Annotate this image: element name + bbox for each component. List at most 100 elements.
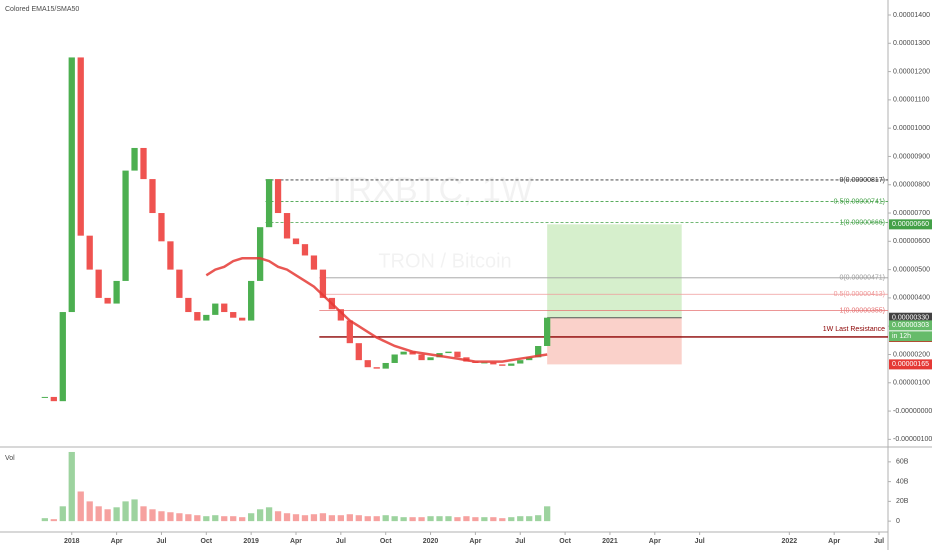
volume-bar xyxy=(113,507,120,522)
candle-body xyxy=(274,179,282,214)
candle-body xyxy=(373,367,380,369)
fib-level-label: 1(0.00000666) xyxy=(839,219,885,226)
candle-body xyxy=(68,57,75,313)
y-tick-label: 0.00001300 xyxy=(893,40,930,47)
x-tick-label: 2018 xyxy=(64,538,80,545)
candle-body xyxy=(256,227,264,281)
volume-bar xyxy=(445,516,452,522)
candle-body xyxy=(355,343,362,361)
x-tick-label: 2019 xyxy=(243,538,259,545)
y-tick-label: 0.00001100 xyxy=(893,97,930,104)
x-tick-label: Oct xyxy=(559,538,571,545)
candle-body xyxy=(77,57,84,236)
watermark-sub: TRON / Bitcoin xyxy=(378,250,511,272)
candle-body xyxy=(149,179,156,214)
candle-body xyxy=(508,363,515,366)
volume-bar xyxy=(292,514,300,522)
countdown-label: in 12h xyxy=(892,333,911,340)
x-tick-label: Apr xyxy=(469,538,481,545)
volume-bar xyxy=(463,516,470,522)
volume-bar xyxy=(373,516,380,522)
volume-bar xyxy=(346,514,353,522)
volume-bar xyxy=(418,517,425,522)
x-tick-label: Apr xyxy=(111,538,123,545)
x-tick-label: Jul xyxy=(515,538,525,545)
volume-bar xyxy=(409,517,416,522)
volume-bar xyxy=(337,515,344,522)
candle-body xyxy=(41,396,48,398)
candle-body xyxy=(337,309,344,321)
loss-zone xyxy=(547,317,682,365)
candle-body xyxy=(382,362,389,369)
volume-bar xyxy=(400,517,407,522)
candle-body xyxy=(59,312,66,402)
candle-body xyxy=(400,351,407,355)
y-tick-label: 0.00001000 xyxy=(893,125,930,132)
y-tick-label: 0.00000700 xyxy=(893,210,930,217)
y-tick-label: 0.00000400 xyxy=(893,295,930,302)
candle-body xyxy=(122,170,129,281)
price-tag xyxy=(889,219,932,230)
volume-bar xyxy=(203,516,210,522)
indicator-title: Colored EMA15/SMA50 xyxy=(5,6,79,13)
volume-bar xyxy=(239,517,246,522)
y-tick-label: 0.00000900 xyxy=(893,153,930,160)
candle-body xyxy=(230,312,237,318)
volume-tick-label: 40B xyxy=(896,478,909,485)
volume-bar xyxy=(454,517,461,522)
volume-bar xyxy=(535,515,542,522)
candle-body xyxy=(212,303,219,315)
volume-bar xyxy=(544,506,551,522)
fib-level-label: 1(0.00000355) xyxy=(839,307,885,314)
volume-bar xyxy=(221,516,228,522)
x-tick-label: 2022 xyxy=(782,538,798,545)
candle-body xyxy=(454,351,461,358)
volume-bar xyxy=(104,509,111,522)
y-tick-label: 0.00000100 xyxy=(893,380,930,387)
candle-body xyxy=(95,269,102,298)
volume-bar xyxy=(50,519,57,522)
volume-bar xyxy=(526,516,533,522)
price-tag xyxy=(889,312,932,323)
candle-body xyxy=(158,213,165,242)
candle-body xyxy=(364,360,371,368)
x-tick-label: Apr xyxy=(649,538,661,545)
volume-tick-label: 20B xyxy=(896,498,909,505)
candle-body xyxy=(310,255,318,270)
candle-body xyxy=(481,362,488,364)
candle-body xyxy=(131,147,138,171)
candle-body xyxy=(544,317,551,347)
candle-body xyxy=(221,303,228,313)
volume-bar xyxy=(140,506,147,522)
candle-body xyxy=(248,280,255,321)
volume-bar xyxy=(158,511,165,522)
candle-body xyxy=(194,312,201,321)
volume-bar xyxy=(517,516,524,522)
candle-body xyxy=(104,297,111,304)
volume-bar xyxy=(59,506,66,522)
volume-bar xyxy=(490,517,497,522)
volume-bar xyxy=(364,516,371,522)
volume-bar xyxy=(68,451,75,522)
volume-bar xyxy=(256,509,264,522)
candle-body xyxy=(203,314,210,321)
fib-level-label: 0(0.00000471) xyxy=(839,275,885,282)
y-tick-label: 0.00001400 xyxy=(893,12,930,19)
volume-bar xyxy=(248,513,255,522)
price-tag-label: 0.00000330 xyxy=(892,315,929,322)
volume-bar xyxy=(481,517,488,522)
candle-body xyxy=(50,396,57,402)
price-tag-label: 0.00000165 xyxy=(892,361,929,368)
moving-average xyxy=(205,257,548,363)
x-tick-label: Jul xyxy=(156,538,166,545)
watermark: TRXBTC, 1W xyxy=(327,171,533,209)
volume-tick-label: 0 xyxy=(896,518,900,525)
volume-bar xyxy=(194,515,201,522)
candle-body xyxy=(283,213,291,239)
volume-bar xyxy=(427,516,434,522)
volume-bar xyxy=(355,515,362,522)
fib-level-label: 0(0.00000817) xyxy=(839,177,885,184)
y-tick-label: 0.00000800 xyxy=(893,182,930,189)
